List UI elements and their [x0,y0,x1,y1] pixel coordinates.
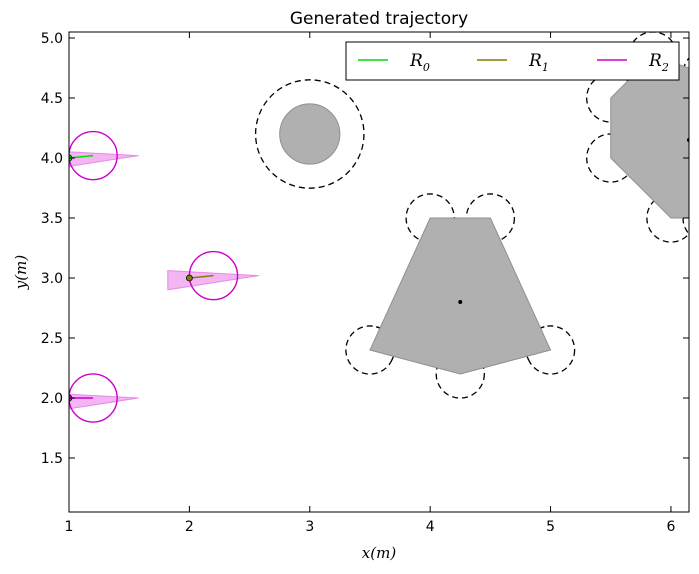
obstacle-safety-boundary [254,79,365,189]
y-tick-label: 2.5 [41,331,63,347]
y-tick-label: 4.0 [41,151,63,167]
x-tick-label: 4 [426,519,435,535]
trajectory-start-marker-r1 [185,274,193,282]
x-tick-label: 2 [185,519,194,535]
robot-body-circle [69,373,118,423]
plot-area [69,32,689,423]
robot-body-circle [69,130,118,181]
legend-label-subscript: 1 [542,61,549,74]
legend-label-r0: R0 [409,51,430,74]
legend: R0 R1 R2 [345,41,680,81]
y-tick-label: 4.5 [41,91,63,107]
robot-field-of-view [167,270,260,291]
legend-label-base: R [528,51,542,71]
legend-label-r2: R2 [648,51,669,74]
obstacle-polygon [369,217,552,375]
x-tick-label: 1 [65,519,74,535]
x-tick-label: 5 [546,519,555,535]
y-tick-label: 1.5 [41,451,63,467]
y-tick-label: 5.0 [41,31,63,47]
x-tick-label: 3 [305,519,314,535]
y-tick-label: 2.0 [41,391,63,407]
legend-label-subscript: 2 [661,61,669,74]
legend-label-base: R [648,51,662,71]
robot-field-of-view [69,151,139,168]
obstacle-center-point [458,300,463,304]
y-axis-label: y(m) [12,255,30,291]
plot-frame [68,31,690,513]
legend-box [345,41,680,81]
y-tick-label: 3.0 [41,271,63,287]
legend-label-base: R [409,51,423,71]
chart-title: Generated trajectory [290,9,468,29]
trajectory-line-r1 [189,274,214,279]
axis-ticks: 1 2 3 4 5 6 1.5 2.0 2.5 3.0 3.5 4.0 4.5 5.0 [41,31,689,535]
x-tick-label: 6 [666,519,675,535]
legend-label-subscript: 0 [423,61,430,74]
x-axis-label: x(m) [362,544,397,562]
legend-label-r1: R1 [528,51,549,74]
y-tick-label: 3.5 [41,211,63,227]
obstacle-circle [279,103,341,165]
